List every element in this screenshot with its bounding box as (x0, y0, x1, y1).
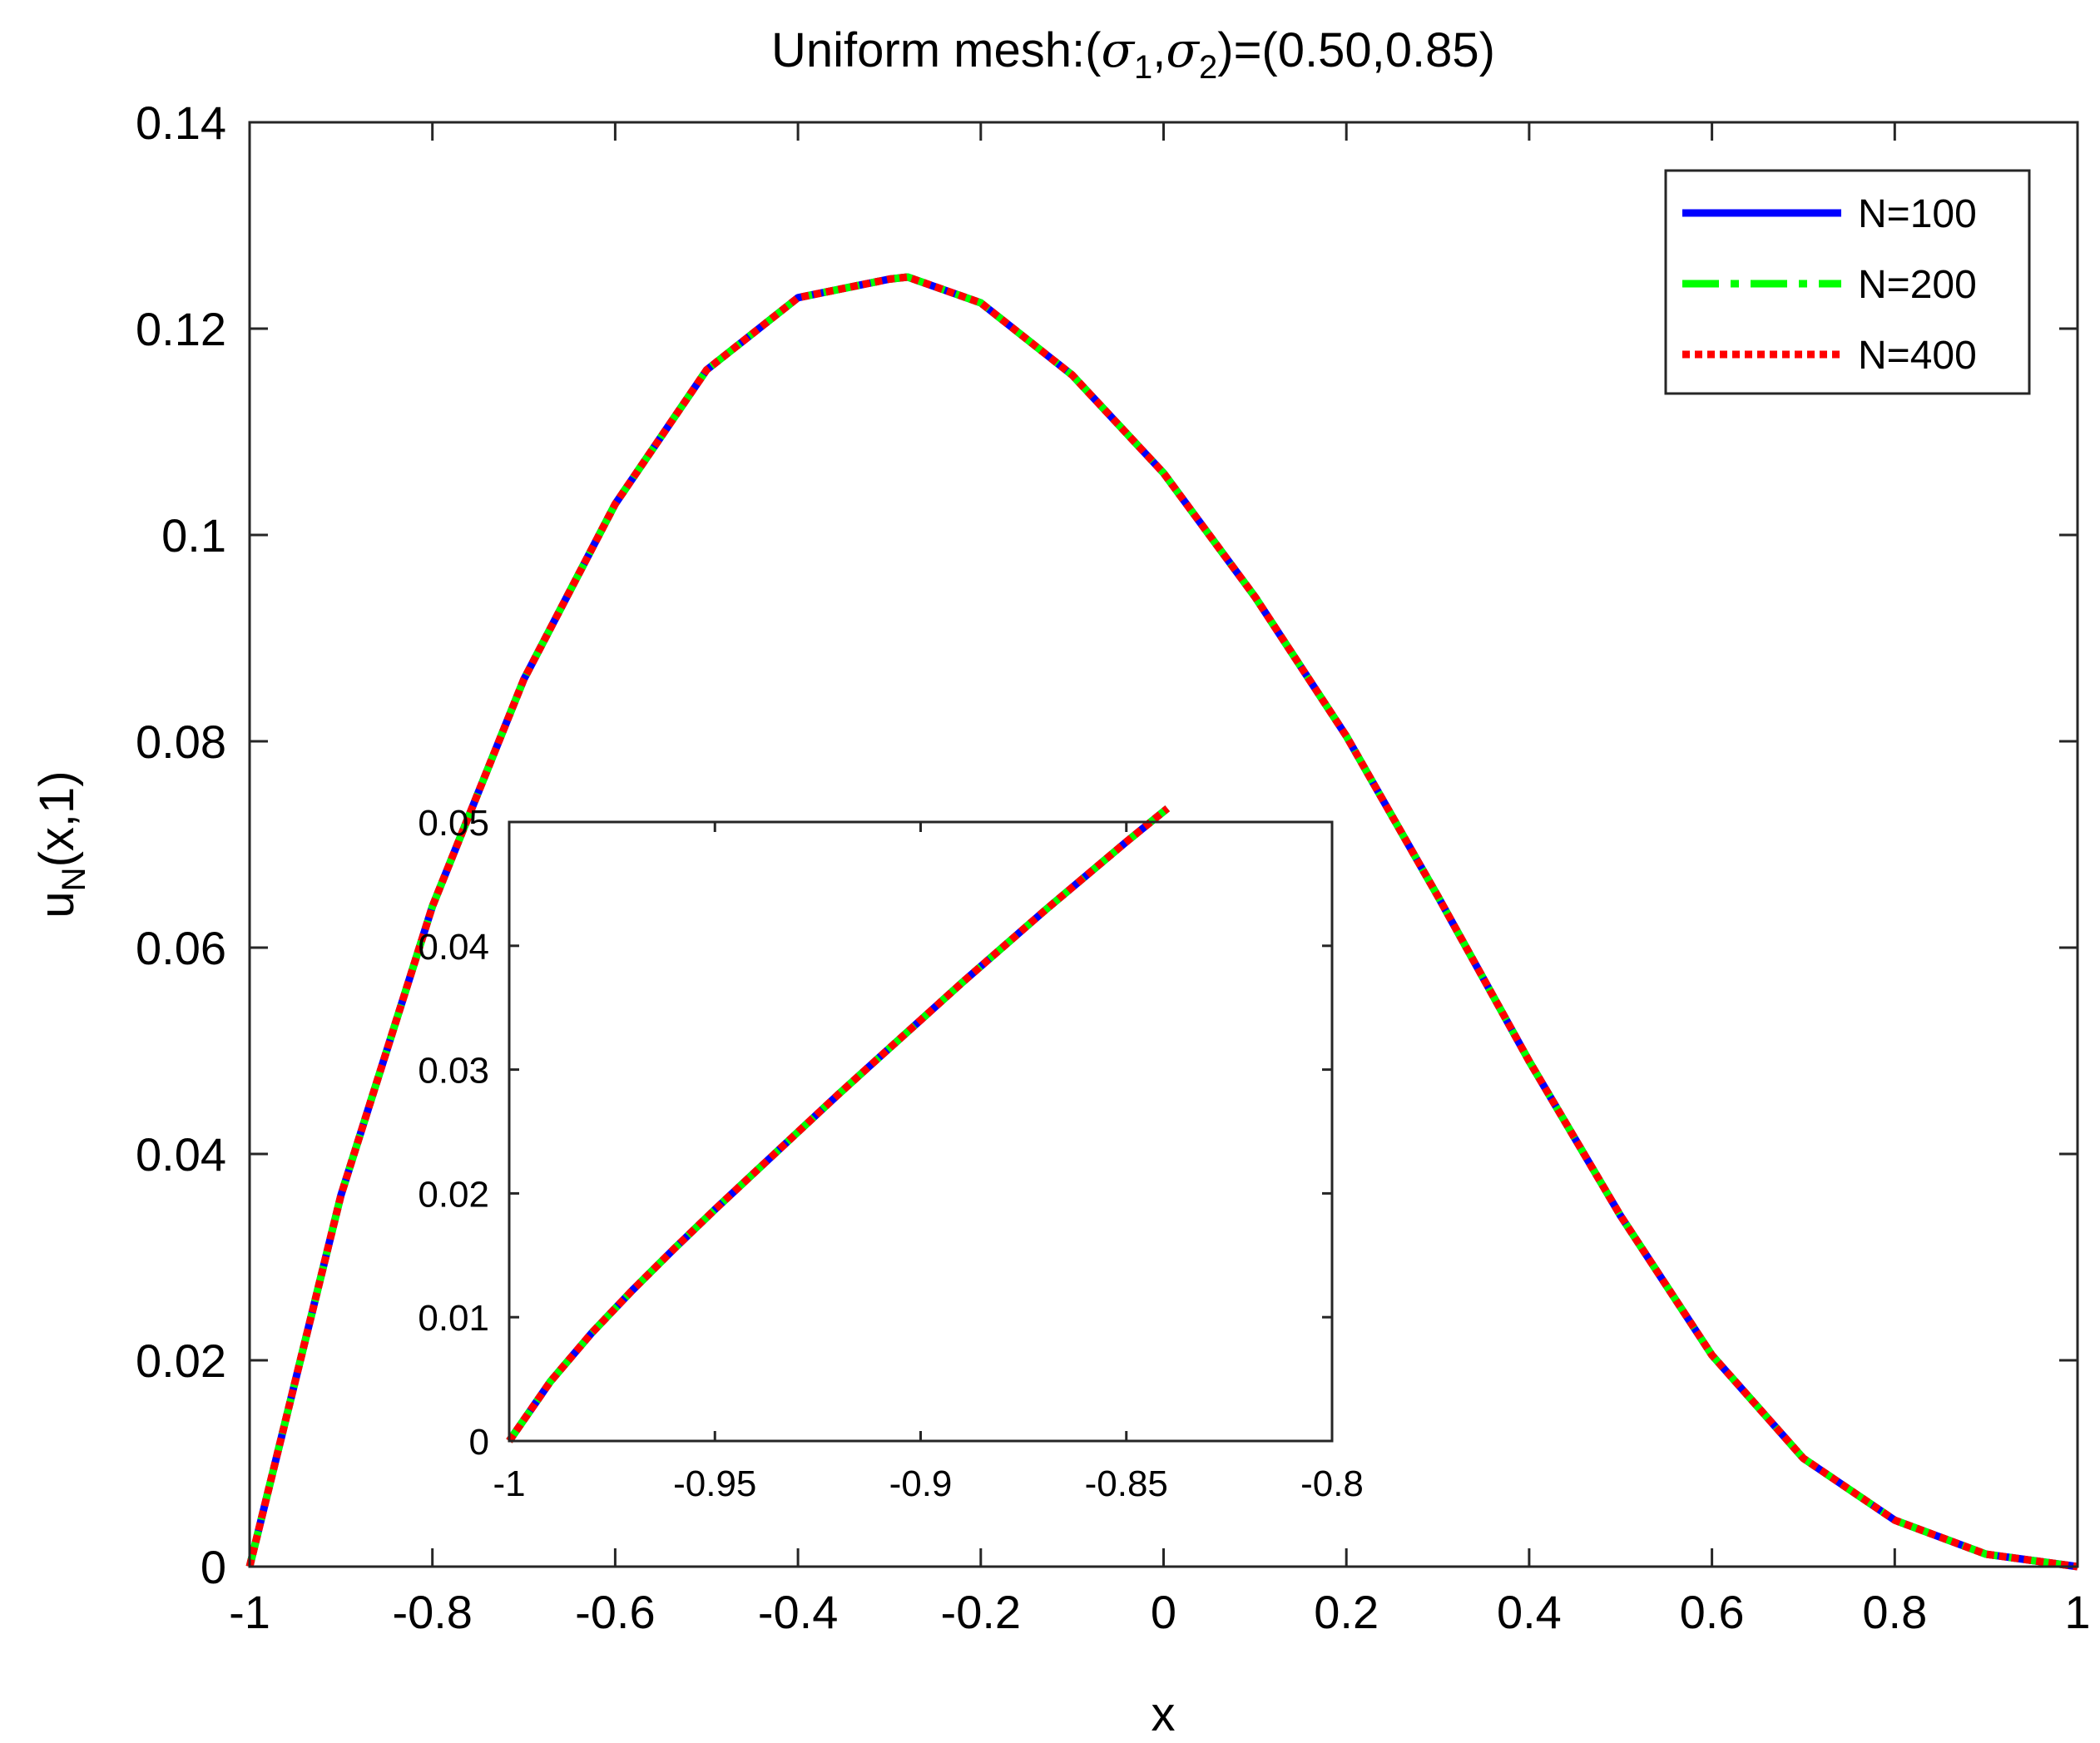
y-axis-label: uN(x,1) (30, 770, 92, 918)
main-curves (245, 273, 2078, 1571)
legend-entry-n200: N=200 (1682, 263, 1977, 307)
main-y-tick-labels: 0 0.02 0.04 0.06 0.08 0.1 0.12 0.14 (136, 97, 226, 1593)
chart-title-comma: , (1152, 23, 1166, 77)
chart-title-subscript-1: 1 (1134, 49, 1152, 86)
legend-entry-n100: N=100 (1682, 192, 1977, 236)
inset-series-line-3 (506, 805, 1171, 1443)
inset-y-tick-labels: 0 0.01 0.02 0.03 0.04 0.05 (418, 803, 489, 1463)
legend-label-n100: N=100 (1858, 192, 1977, 236)
main-x-tick-label: 0.4 (1497, 1586, 1562, 1638)
inset-x-tick-label: -0.8 (1300, 1463, 1364, 1504)
chart-title-sigma-2: σ (1166, 22, 1200, 78)
y-axis-label-rest: (x,1) (30, 770, 84, 867)
main-x-tick-label: -1 (229, 1586, 270, 1638)
main-y-tick-label: 0.02 (136, 1334, 226, 1387)
main-series-line-3 (245, 273, 2078, 1571)
main-y-tick-label: 0.08 (136, 716, 226, 768)
legend-label-n400: N=400 (1858, 334, 1977, 378)
main-x-tick-label: 0.6 (1680, 1586, 1745, 1638)
chart-title-sigma-1: σ (1101, 22, 1135, 78)
main-y-tick-label: 0.14 (136, 97, 226, 149)
inset-ticks (508, 820, 1334, 1443)
main-y-tick-label: 0.04 (136, 1128, 226, 1181)
main-y-tick-label: 0.12 (136, 303, 226, 355)
main-x-tick-label: 1 (2064, 1586, 2090, 1638)
inset-y-tick-label: 0 (469, 1422, 489, 1463)
main-y-tick-label: 0.06 (136, 922, 226, 974)
main-x-tick-label: 0 (1151, 1586, 1176, 1638)
main-x-tick-label: 0.8 (1862, 1586, 1927, 1638)
inset-y-tick-label: 0.02 (418, 1174, 489, 1215)
chart-title-subscript-2: 2 (1199, 49, 1217, 86)
legend: N=100 N=200 N=400 (1664, 169, 2031, 395)
y-axis-label-main: u (30, 891, 84, 918)
inset-plot: -1 -0.95 -0.9 -0.85 -0.8 0 0.01 0.02 0.03 0.04 0.… (418, 803, 1364, 1504)
main-y-tick-label: 0.1 (161, 509, 226, 562)
main-x-tick-label: -0.2 (941, 1586, 1022, 1638)
chart-title: Uniform mesh:(σ1,σ2)=(0.50,0.85) (771, 22, 1495, 86)
inset-x-tick-label: -0.9 (889, 1463, 953, 1504)
inset-y-tick-label: 0.01 (418, 1298, 489, 1339)
inset-x-tick-label: -1 (493, 1463, 525, 1504)
chart-title-prefix: Uniform mesh:( (771, 23, 1101, 77)
main-x-tick-labels: -1 -0.8 -0.6 -0.4 -0.2 0 0.2 0.4 0.6 0.8 1 (229, 1586, 2090, 1638)
inset-x-tick-label: -0.85 (1085, 1463, 1168, 1504)
inset-y-tick-label: 0.04 (418, 927, 489, 968)
inset-x-tick-labels: -1 -0.95 -0.9 -0.85 -0.8 (493, 1463, 1363, 1504)
inset-x-tick-label: -0.95 (673, 1463, 756, 1504)
legend-entry-n400: N=400 (1682, 334, 1977, 378)
inset-y-tick-label: 0.05 (418, 803, 489, 844)
inset-plot-area (509, 822, 1332, 1441)
inset-y-tick-label: 0.03 (418, 1051, 489, 1092)
main-x-tick-label: -0.6 (575, 1586, 656, 1638)
main-x-tick-label: -0.8 (392, 1586, 473, 1638)
legend-label-n200: N=200 (1858, 263, 1977, 307)
chart-title-suffix: )=(0.50,0.85) (1217, 23, 1495, 77)
main-y-tick-label: 0 (201, 1541, 226, 1593)
inset-curves (506, 805, 1171, 1443)
main-x-tick-label: -0.4 (758, 1586, 839, 1638)
x-axis-label: x (1152, 1687, 1176, 1741)
main-x-tick-label: 0.2 (1314, 1586, 1379, 1638)
main-ticks (248, 121, 2079, 1568)
y-axis-label-subscript: N (56, 867, 92, 891)
